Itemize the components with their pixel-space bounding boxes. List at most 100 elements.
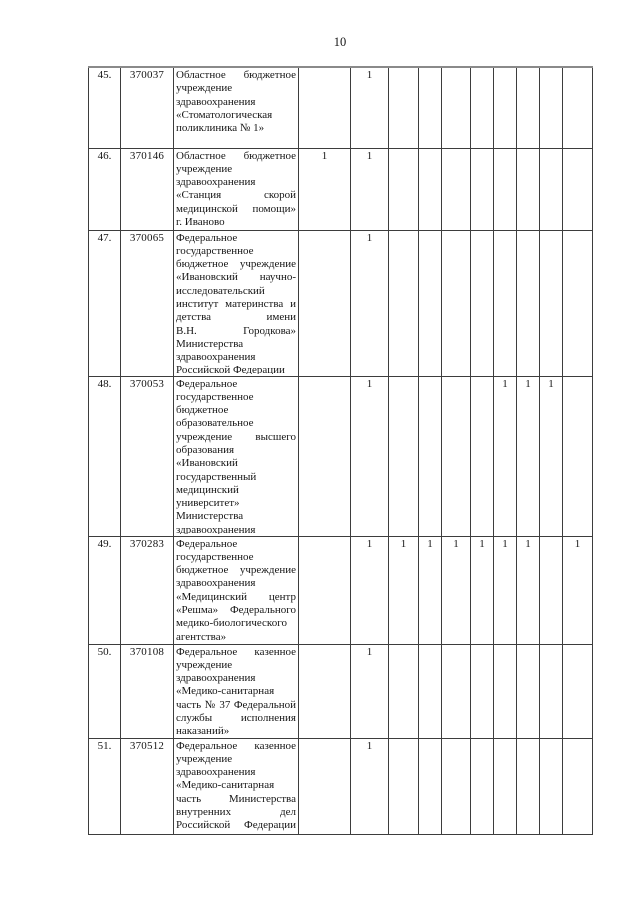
row-name-cell: Областное бюджетное учреждение здравоохр… (173, 66, 299, 149)
value-cell: 1 (418, 535, 442, 645)
row-code-cell: 370065 (120, 229, 174, 377)
table-row: 47. 370065 Федеральное государственное б… (88, 229, 593, 377)
value-cell (539, 737, 563, 835)
value-cell: 1 (298, 147, 351, 231)
institution-name: Областное бюджетное учреждение здравоохр… (176, 69, 296, 135)
institution-name: Федеральное казенное учреждение здравоох… (176, 645, 296, 736)
value-cell: 1 (441, 535, 471, 645)
value-cell (516, 66, 540, 149)
value-cell (418, 66, 442, 149)
value-cell (562, 229, 593, 377)
value-cell (418, 229, 442, 377)
value-cell: 1 (350, 229, 389, 377)
value-cell: 1 (350, 535, 389, 645)
value-cell (298, 737, 351, 835)
page-number: 10 (333, 35, 347, 49)
value-cell (441, 66, 471, 149)
value-cell (539, 147, 563, 231)
value-cell (562, 375, 593, 537)
row-code-cell: 370053 (120, 375, 174, 537)
institution-name: Федеральное казенное учреждение здравоох… (176, 739, 296, 832)
value-cell (418, 643, 442, 739)
value-cell (298, 535, 351, 645)
row-name-cell: Областное бюджетное учреждение здравоохр… (173, 147, 299, 231)
table-row: 48. 370053 Федеральное государственное б… (88, 375, 593, 537)
value-cell (470, 66, 494, 149)
value-cell (516, 737, 540, 835)
row-name-cell: Федеральное государственное бюджетное об… (173, 375, 299, 537)
value-cell (470, 229, 494, 377)
table-row: 46. 370146 Областное бюджетное учреждени… (88, 147, 593, 231)
value-cell (298, 66, 351, 149)
row-number-cell: 46. (88, 147, 121, 231)
value-cell: 1 (388, 535, 419, 645)
value-cell (539, 643, 563, 739)
value-cell: 1 (539, 375, 563, 537)
value-cell (441, 737, 471, 835)
value-cell (298, 643, 351, 739)
value-cell (470, 375, 494, 537)
value-cell: 1 (470, 535, 494, 645)
value-cell: 1 (562, 535, 593, 645)
value-cell (298, 375, 351, 537)
row-code-cell: 370146 (120, 147, 174, 231)
row-number-cell: 45. (88, 66, 121, 149)
value-cell (418, 737, 442, 835)
institution-name: Федеральное государственное бюджетное об… (176, 377, 296, 534)
row-number-cell: 50. (88, 643, 121, 739)
value-cell (388, 66, 419, 149)
institution-name: Областное бюджетное учреждение здравоохр… (176, 149, 296, 228)
value-cell (516, 147, 540, 231)
table-row: 49. 370283 Федеральное государственное б… (88, 535, 593, 645)
value-cell (441, 643, 471, 739)
value-cell (493, 643, 517, 739)
value-cell (470, 737, 494, 835)
value-cell (539, 66, 563, 149)
value-cell (388, 737, 419, 835)
value-cell: 1 (350, 66, 389, 149)
value-cell (441, 375, 471, 537)
table-row: 50. 370108 Федеральное казенное учрежден… (88, 643, 593, 739)
value-cell: 1 (350, 643, 389, 739)
value-cell (298, 229, 351, 377)
table-row: 45. 370037 Областное бюджетное учреждени… (88, 66, 593, 149)
value-cell (388, 375, 419, 537)
institution-name: Федеральное государственное бюджетное уч… (176, 231, 296, 374)
value-cell (388, 229, 419, 377)
row-code-cell: 370512 (120, 737, 174, 835)
value-cell (418, 147, 442, 231)
value-cell: 1 (350, 375, 389, 537)
value-cell (493, 147, 517, 231)
value-cell: 1 (493, 375, 517, 537)
value-cell (493, 66, 517, 149)
value-cell (562, 66, 593, 149)
row-number-cell: 49. (88, 535, 121, 645)
row-number-cell: 47. (88, 229, 121, 377)
row-name-cell: Федеральное государственное бюджетное уч… (173, 229, 299, 377)
value-cell (418, 375, 442, 537)
value-cell (539, 535, 563, 645)
row-name-cell: Федеральное государственное бюджетное уч… (173, 535, 299, 645)
value-cell (388, 643, 419, 739)
value-cell: 1 (493, 535, 517, 645)
row-code-cell: 370108 (120, 643, 174, 739)
value-cell: 1 (350, 147, 389, 231)
table-row: 51. 370512 Федеральное казенное учрежден… (88, 737, 593, 835)
value-cell (562, 147, 593, 231)
institutions-table: 45. 370037 Областное бюджетное учреждени… (88, 66, 593, 835)
value-cell (539, 229, 563, 377)
value-cell (441, 229, 471, 377)
value-cell (493, 229, 517, 377)
value-cell: 1 (516, 375, 540, 537)
value-cell (516, 643, 540, 739)
institution-name: Федеральное государственное бюджетное уч… (176, 537, 296, 642)
value-cell (470, 643, 494, 739)
value-cell (470, 147, 494, 231)
row-code-cell: 370283 (120, 535, 174, 645)
value-cell (388, 147, 419, 231)
row-name-cell: Федеральное казенное учреждение здравоох… (173, 643, 299, 739)
row-code-cell: 370037 (120, 66, 174, 149)
value-cell (493, 737, 517, 835)
value-cell (516, 229, 540, 377)
